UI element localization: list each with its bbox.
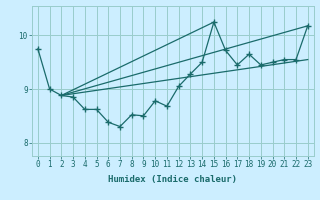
X-axis label: Humidex (Indice chaleur): Humidex (Indice chaleur) [108, 175, 237, 184]
